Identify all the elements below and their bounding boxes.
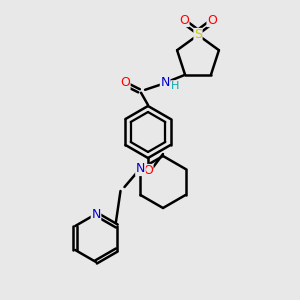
- Text: O: O: [179, 14, 189, 26]
- Text: S: S: [194, 28, 202, 41]
- Text: H: H: [171, 81, 179, 91]
- Text: N: N: [136, 163, 145, 176]
- Text: O: O: [143, 164, 153, 178]
- Text: O: O: [207, 14, 217, 26]
- Text: N: N: [160, 76, 170, 89]
- Text: O: O: [120, 76, 130, 89]
- Text: N: N: [91, 208, 101, 220]
